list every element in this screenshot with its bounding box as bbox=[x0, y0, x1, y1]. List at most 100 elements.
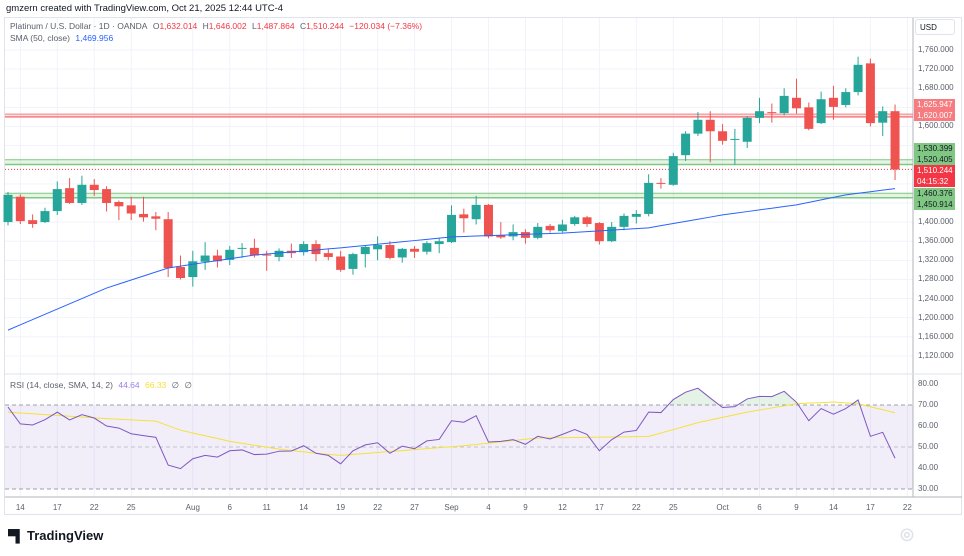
candle-body bbox=[385, 245, 395, 258]
candle bbox=[237, 243, 247, 258]
candle-body bbox=[422, 243, 432, 252]
candle bbox=[65, 178, 75, 204]
candle bbox=[28, 214, 38, 228]
candle bbox=[730, 128, 740, 165]
rsi-value: 44.64 bbox=[118, 380, 140, 390]
candle bbox=[570, 215, 580, 226]
candle-body bbox=[200, 255, 210, 262]
candle-body bbox=[262, 254, 272, 256]
currency-selector[interactable]: USD bbox=[915, 19, 955, 35]
sma-line bbox=[7, 188, 896, 331]
candle-body bbox=[3, 194, 13, 223]
candle bbox=[828, 85, 838, 120]
chart-credit: gmzern created with TradingView.com, Oct… bbox=[6, 3, 284, 14]
candle-body bbox=[533, 226, 543, 238]
time-axis-label: 17 bbox=[594, 503, 604, 512]
candle-body bbox=[151, 216, 161, 219]
rsi-legend[interactable]: RSI (14, close, SMA, 14, 2) 44.64 66.33 … bbox=[10, 380, 195, 391]
candle bbox=[742, 115, 752, 148]
tradingview-logo[interactable]: ▀▌ TradingView bbox=[8, 528, 103, 543]
candle-body bbox=[582, 217, 592, 224]
rsi-axis-label: 50.00 bbox=[918, 442, 939, 451]
candle-body bbox=[373, 245, 383, 250]
time-axis-label: 25 bbox=[668, 503, 678, 512]
resistance-lower-tag: 1,620.007 bbox=[914, 110, 955, 121]
time-axis-label: 11 bbox=[262, 503, 271, 512]
candle bbox=[582, 215, 592, 227]
time-axis-label: 22 bbox=[631, 503, 641, 512]
rsi-extra-2: ∅ bbox=[184, 380, 192, 390]
candle-body bbox=[212, 255, 222, 262]
time-axis-label: 6 bbox=[227, 503, 232, 512]
candle-body bbox=[299, 244, 309, 253]
candle bbox=[619, 213, 629, 231]
candle bbox=[804, 102, 814, 131]
ohlc-change: −120.034 (−7.36%) bbox=[349, 21, 423, 31]
horizontal-levels bbox=[5, 113, 913, 199]
candle bbox=[471, 195, 481, 225]
time-axis-label: 27 bbox=[410, 503, 419, 512]
candle bbox=[594, 222, 604, 245]
rsi-line bbox=[7, 387, 896, 470]
candle bbox=[693, 112, 703, 137]
candle bbox=[249, 238, 259, 258]
candle-body bbox=[508, 232, 518, 237]
time-axis-label: 17 bbox=[52, 503, 62, 512]
mid-zone bbox=[5, 159, 913, 165]
candle bbox=[755, 97, 765, 124]
candle-body bbox=[410, 248, 420, 252]
candle-body bbox=[890, 111, 900, 170]
candle bbox=[545, 223, 555, 233]
candle-body bbox=[865, 63, 875, 124]
candle-body bbox=[681, 133, 691, 156]
candle bbox=[348, 252, 358, 275]
candle-body bbox=[705, 119, 715, 132]
candle-body bbox=[249, 247, 259, 256]
candle-body bbox=[520, 232, 530, 238]
candle bbox=[410, 245, 420, 258]
candle bbox=[225, 245, 235, 266]
candle bbox=[878, 106, 888, 137]
time-axis-label: 14 bbox=[15, 503, 25, 512]
candle bbox=[459, 208, 469, 233]
candle-body bbox=[607, 226, 617, 242]
time-axis-label: 22 bbox=[89, 503, 99, 512]
candle-body bbox=[348, 254, 358, 269]
time-axis-label: 14 bbox=[828, 503, 838, 512]
candle bbox=[533, 223, 543, 240]
sma-legend[interactable]: SMA (50, close) 1,469.956 bbox=[10, 33, 116, 43]
candle bbox=[200, 242, 210, 270]
candle-body bbox=[323, 253, 333, 257]
candle bbox=[89, 179, 99, 196]
candle bbox=[631, 210, 641, 224]
candle-body bbox=[841, 92, 851, 105]
time-axis-label: 14 bbox=[299, 503, 309, 512]
price-axis-label: 1,120.000 bbox=[918, 350, 954, 360]
rsi-overbought-fill bbox=[8, 388, 896, 405]
candle-body bbox=[126, 205, 136, 214]
price-axis-label: 1,240.000 bbox=[918, 293, 954, 303]
time-axis-label: 6 bbox=[757, 503, 762, 512]
candle bbox=[102, 186, 112, 212]
price-axis-label: 1,360.000 bbox=[918, 236, 954, 246]
candle-body bbox=[28, 220, 38, 224]
symbol-legend[interactable]: Platinum / U.S. Dollar · 1D · OANDA O1,6… bbox=[10, 21, 425, 31]
candle bbox=[139, 196, 149, 222]
time-axis-label: 25 bbox=[126, 503, 136, 512]
time-axis-label: Sep bbox=[444, 503, 459, 512]
candle-body bbox=[828, 97, 838, 107]
price-axis-label: 1,680.000 bbox=[918, 83, 954, 93]
ohlc-close: C1,510.244 bbox=[299, 21, 344, 31]
overlays bbox=[7, 188, 896, 331]
candle-body bbox=[397, 248, 407, 258]
time-axis-label: Oct bbox=[716, 503, 729, 512]
time-axis-label: 19 bbox=[336, 503, 346, 512]
rsi-axis-label: 60.00 bbox=[918, 421, 939, 430]
candle-body bbox=[65, 188, 75, 203]
candle bbox=[15, 194, 25, 224]
candle-body bbox=[742, 117, 752, 142]
time-axis-label: 9 bbox=[523, 503, 528, 512]
candle bbox=[520, 229, 530, 244]
candle bbox=[656, 178, 666, 189]
